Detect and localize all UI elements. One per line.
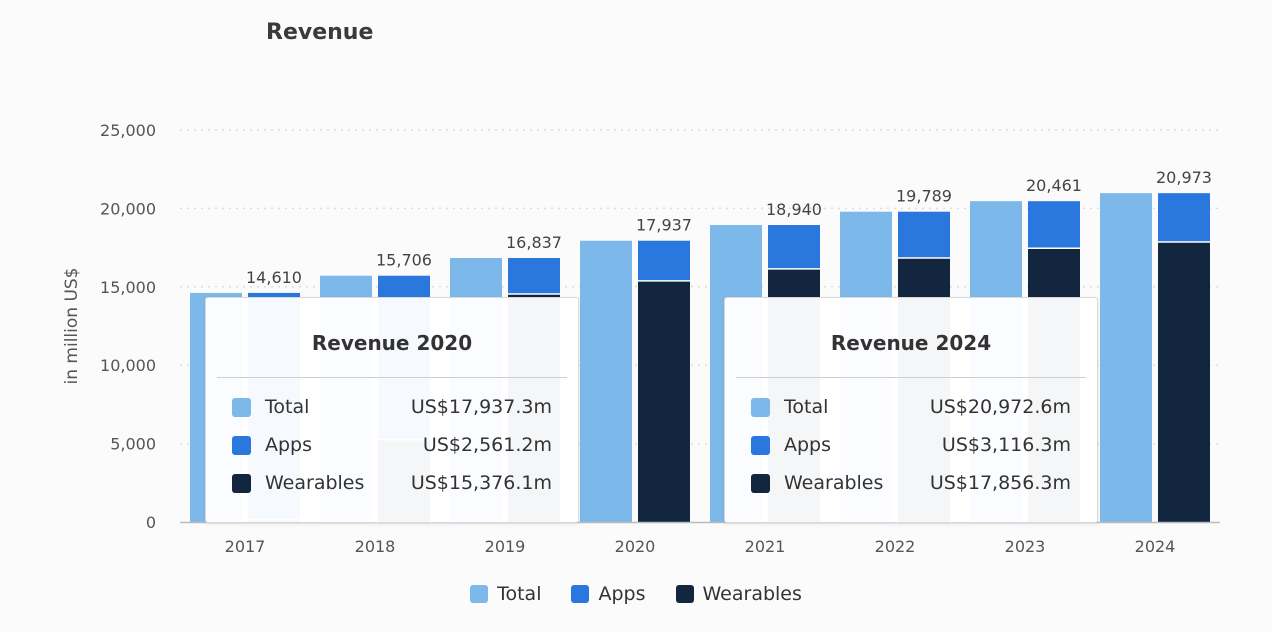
tooltip-series-name: Apps — [784, 434, 832, 456]
data-label: 20,461 — [1026, 176, 1082, 195]
tooltip-divider — [217, 377, 567, 378]
bar-apps — [508, 257, 560, 295]
tooltip-series-value: US$17,856.3m — [929, 472, 1071, 494]
bar-apps — [898, 211, 950, 258]
data-label: 17,937 — [636, 216, 692, 235]
chart-title: Revenue — [266, 20, 374, 45]
legend-item-total[interactable]: Total — [470, 583, 541, 605]
x-tick-label: 2018 — [355, 537, 396, 556]
tooltip-series-value: US$20,972.6m — [929, 396, 1071, 418]
bar-total — [1100, 193, 1152, 522]
tooltip-revenue-2024: Revenue 2024 Total US$20,972.6m Apps US$… — [724, 297, 1098, 523]
tooltip-series-name: Wearables — [784, 472, 884, 494]
y-tick-label: 25,000 — [100, 121, 156, 140]
tooltip-series-name: Wearables — [265, 472, 365, 494]
x-tick-label: 2021 — [745, 537, 786, 556]
tooltip-row-total: Total US$20,972.6m — [751, 388, 1071, 426]
bar-wearables — [638, 280, 690, 522]
y-tick-label: 15,000 — [100, 278, 156, 297]
data-label: 20,973 — [1156, 168, 1212, 187]
tooltip-series-name: Apps — [265, 434, 313, 456]
legend-item-wearables[interactable]: Wearables — [675, 583, 802, 605]
x-tick-label: 2024 — [1135, 537, 1176, 556]
tooltip-series-value: US$15,376.1m — [410, 472, 552, 494]
bar-apps — [768, 225, 820, 269]
x-tick-label: 2020 — [615, 537, 656, 556]
tooltip-swatch-apps — [751, 435, 770, 455]
data-label: 16,837 — [506, 233, 562, 252]
tooltip-swatch-total — [751, 397, 770, 417]
bar-apps — [1158, 193, 1210, 243]
y-tick-label: 0 — [146, 513, 156, 532]
y-tick-label: 5,000 — [110, 435, 156, 454]
tooltip-revenue-2020: Revenue 2020 Total US$17,937.3m Apps US$… — [205, 297, 579, 523]
tooltip-row-wearables: Wearables US$17,856.3m — [751, 464, 1071, 502]
y-tick-label: 20,000 — [100, 199, 156, 218]
tooltip-series-name: Total — [265, 396, 310, 418]
bar-total — [580, 240, 632, 522]
x-tick-label: 2017 — [225, 537, 266, 556]
tooltip-row-apps: Apps US$3,116.3m — [751, 426, 1071, 464]
data-label: 19,789 — [896, 187, 952, 206]
legend-swatch-wearables — [675, 585, 694, 603]
tooltip-series-value: US$17,937.3m — [410, 396, 552, 418]
tooltip-swatch-apps — [232, 435, 251, 455]
tooltip-swatch-total — [232, 397, 251, 417]
bar-apps — [638, 240, 690, 281]
x-tick-label: 2023 — [1005, 537, 1046, 556]
tooltip-swatch-wearables — [232, 473, 251, 493]
tooltip-series-value: US$3,116.3m — [941, 434, 1071, 456]
data-label: 15,706 — [376, 251, 432, 270]
tooltip-series-name: Total — [784, 396, 829, 418]
bar-apps — [1028, 201, 1080, 249]
legend-label-total: Total — [497, 583, 542, 605]
x-tick-label: 2022 — [875, 537, 916, 556]
legend-item-apps[interactable]: Apps — [571, 583, 646, 605]
tooltip-swatch-wearables — [751, 473, 770, 493]
chart-legend: Total Apps Wearables — [0, 583, 1272, 605]
legend-swatch-apps — [571, 585, 590, 603]
legend-label-wearables: Wearables — [702, 583, 802, 605]
bar-wearables — [1158, 242, 1210, 522]
tooltip-title: Revenue 2024 — [830, 331, 992, 355]
data-label: 18,940 — [766, 200, 822, 219]
data-label: 14,610 — [246, 268, 302, 287]
tooltip-series-value: US$2,561.2m — [422, 434, 552, 456]
x-tick-label: 2019 — [485, 537, 526, 556]
y-tick-label: 10,000 — [100, 356, 156, 375]
tooltip-title: Revenue 2020 — [311, 331, 473, 355]
tooltip-divider — [736, 377, 1086, 378]
y-axis-title: in million US$ — [62, 268, 82, 385]
legend-swatch-total — [470, 585, 489, 603]
tooltip-row-wearables: Wearables US$15,376.1m — [232, 464, 552, 502]
tooltip-row-apps: Apps US$2,561.2m — [232, 426, 552, 464]
tooltip-row-total: Total US$17,937.3m — [232, 388, 552, 426]
legend-label-apps: Apps — [598, 583, 646, 605]
